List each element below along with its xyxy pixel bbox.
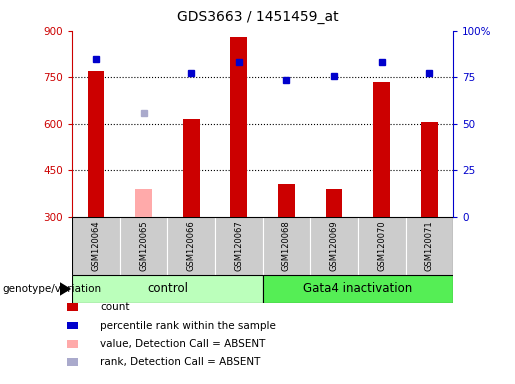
Bar bbox=[326, 189, 342, 217]
Bar bbox=[72, 217, 119, 275]
Bar bbox=[67, 303, 77, 311]
Bar bbox=[231, 37, 247, 217]
Text: percentile rank within the sample: percentile rank within the sample bbox=[100, 321, 277, 331]
Text: GSM120064: GSM120064 bbox=[92, 220, 100, 271]
Bar bbox=[67, 340, 77, 348]
Text: GSM120066: GSM120066 bbox=[187, 220, 196, 271]
Bar bbox=[88, 71, 104, 217]
Text: control: control bbox=[147, 283, 188, 295]
Bar bbox=[263, 275, 453, 303]
Text: rank, Detection Call = ABSENT: rank, Detection Call = ABSENT bbox=[100, 358, 261, 367]
Text: Gata4 inactivation: Gata4 inactivation bbox=[303, 283, 413, 295]
Bar bbox=[72, 275, 263, 303]
Bar bbox=[183, 119, 199, 217]
Bar bbox=[278, 184, 295, 217]
Text: GSM120067: GSM120067 bbox=[234, 220, 243, 271]
Bar bbox=[358, 217, 405, 275]
Bar bbox=[215, 217, 263, 275]
Text: count: count bbox=[100, 302, 130, 312]
Bar bbox=[405, 217, 453, 275]
Bar bbox=[373, 82, 390, 217]
Text: GSM120071: GSM120071 bbox=[425, 220, 434, 271]
Bar bbox=[310, 217, 358, 275]
Bar bbox=[119, 217, 167, 275]
Text: value, Detection Call = ABSENT: value, Detection Call = ABSENT bbox=[100, 339, 266, 349]
Bar bbox=[167, 217, 215, 275]
Bar bbox=[135, 189, 152, 217]
Text: GSM120070: GSM120070 bbox=[377, 220, 386, 271]
Bar bbox=[67, 359, 77, 366]
Bar bbox=[263, 217, 310, 275]
Text: GSM120069: GSM120069 bbox=[330, 220, 338, 271]
Text: genotype/variation: genotype/variation bbox=[3, 284, 101, 294]
Text: GDS3663 / 1451459_at: GDS3663 / 1451459_at bbox=[177, 10, 338, 23]
Text: GSM120065: GSM120065 bbox=[139, 220, 148, 271]
Bar bbox=[421, 122, 438, 217]
Polygon shape bbox=[60, 282, 71, 296]
Bar bbox=[67, 322, 77, 329]
Text: GSM120068: GSM120068 bbox=[282, 220, 291, 271]
